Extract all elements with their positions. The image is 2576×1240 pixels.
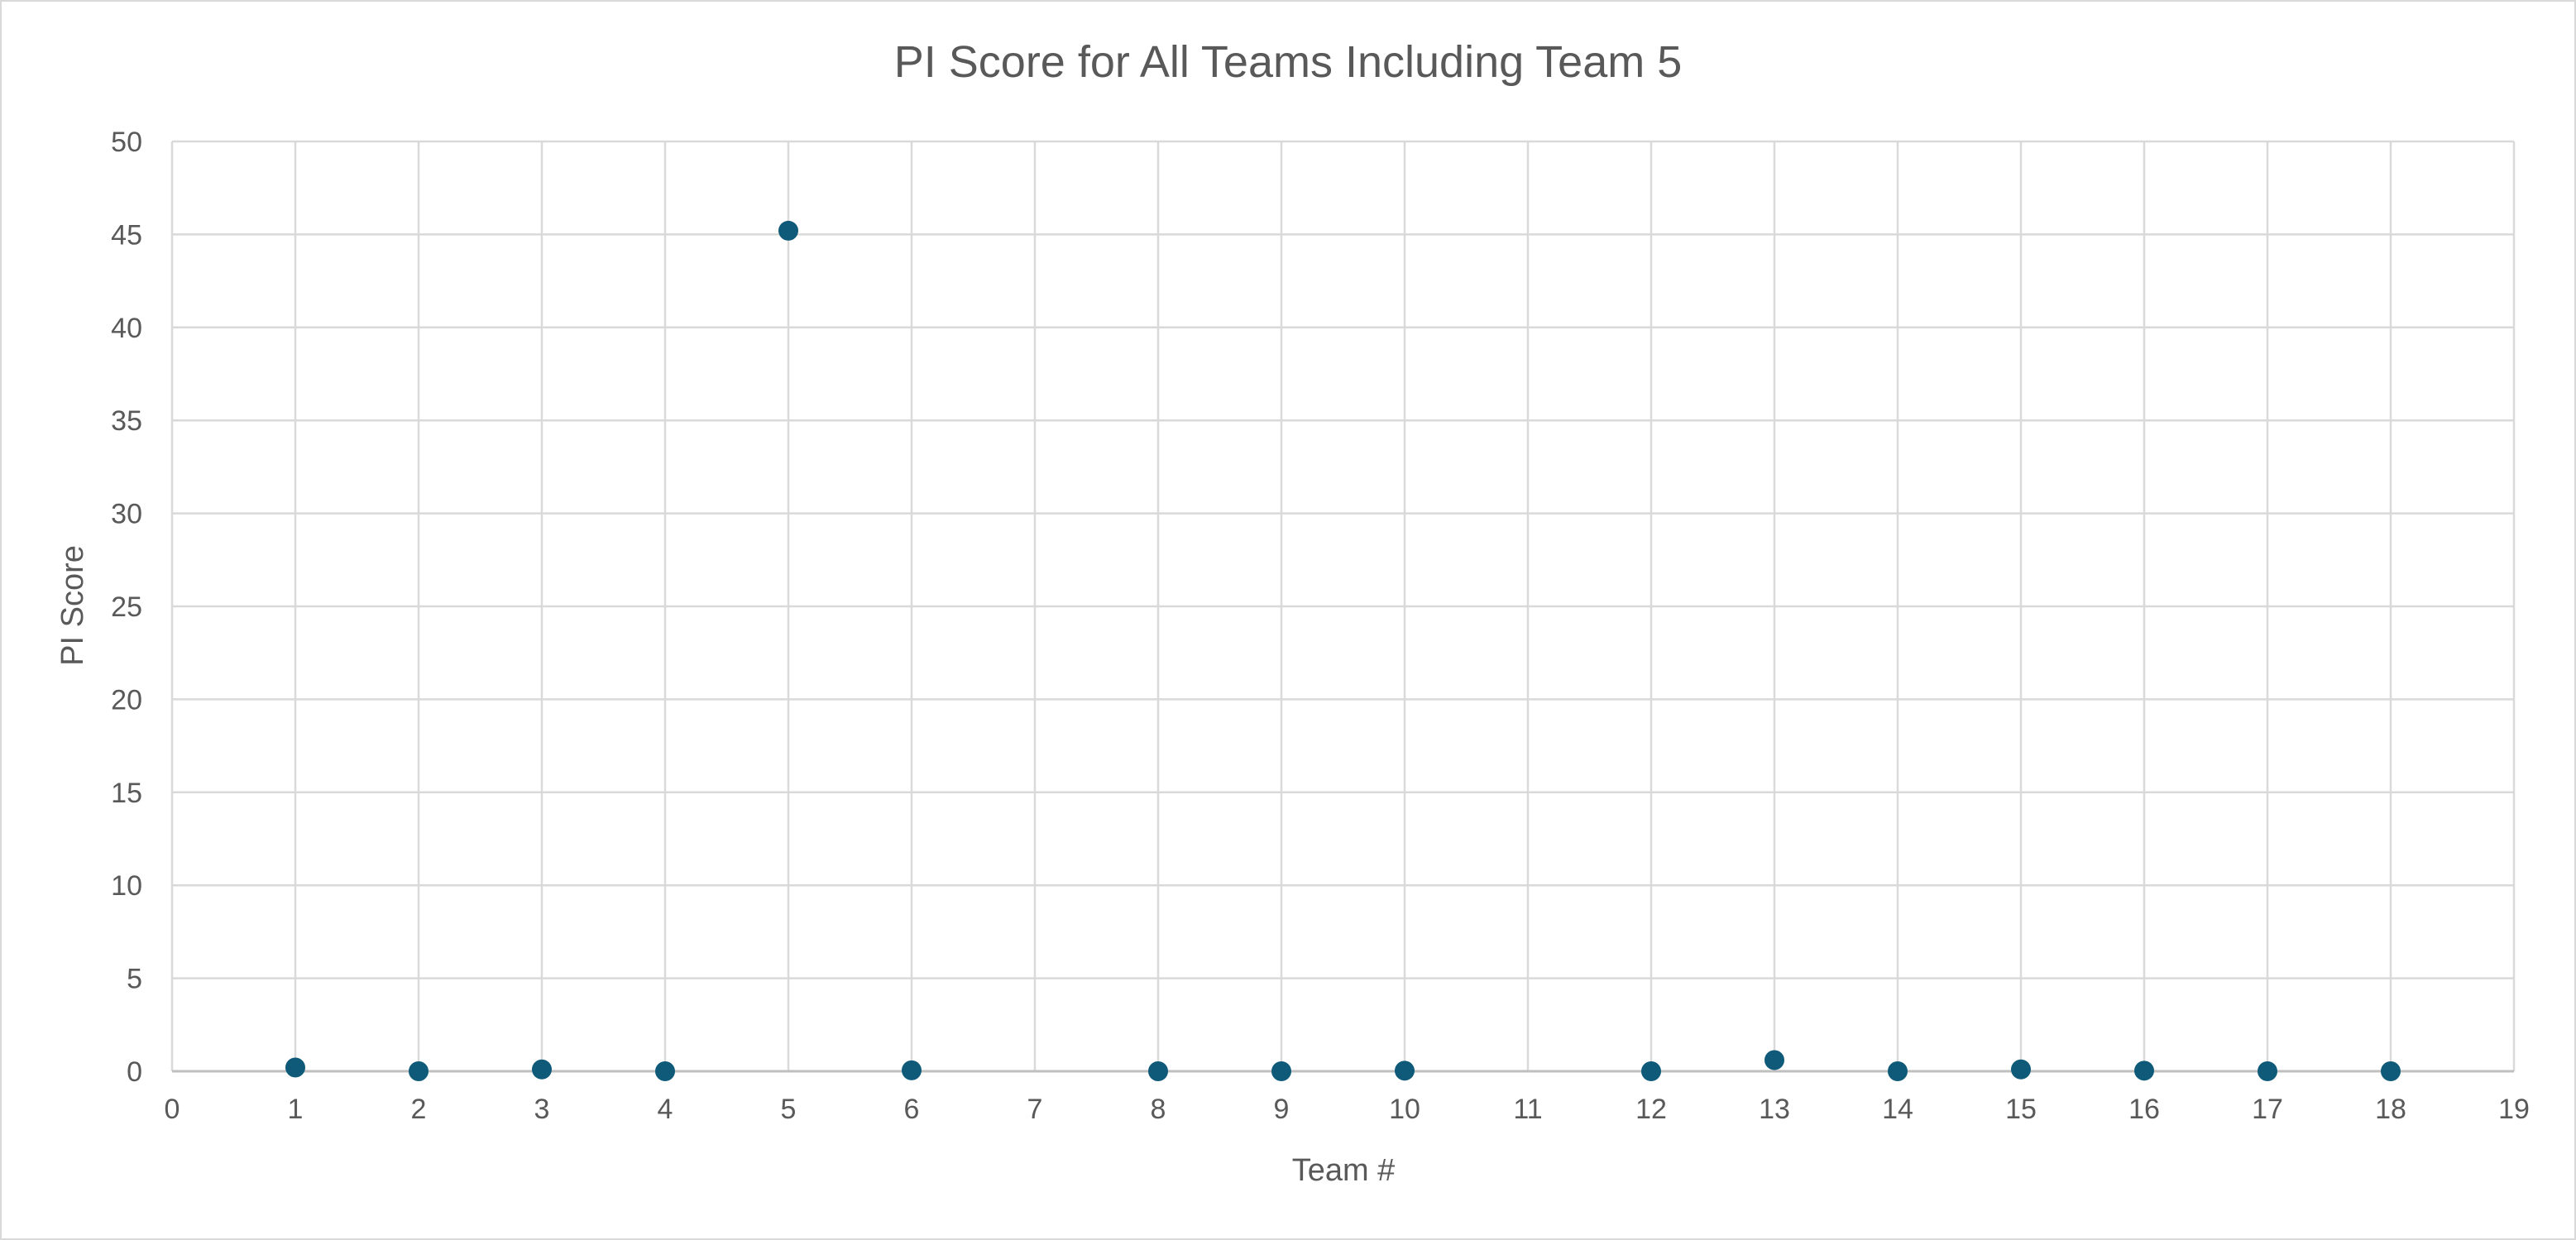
x-tick-label: 19: [2498, 1094, 2530, 1125]
data-point: [2381, 1061, 2401, 1081]
x-tick-label: 13: [1759, 1094, 1790, 1125]
x-tick-label: 15: [2005, 1094, 2037, 1125]
data-point: [1641, 1061, 1661, 1081]
x-tick-label: 10: [1389, 1094, 1420, 1125]
x-tick-label: 9: [1274, 1094, 1290, 1125]
data-point: [532, 1059, 552, 1080]
x-tick-label: 8: [1151, 1094, 1166, 1125]
data-point: [2134, 1060, 2154, 1081]
data-point: [902, 1060, 922, 1080]
data-point: [1764, 1050, 1784, 1070]
x-tick-label: 0: [165, 1094, 180, 1125]
data-point: [2011, 1059, 2031, 1080]
y-tick-label: 40: [111, 313, 142, 344]
y-tick-label: 20: [111, 684, 142, 716]
data-point: [2258, 1061, 2277, 1081]
y-tick-label: 0: [127, 1056, 142, 1088]
data-point: [655, 1061, 675, 1081]
x-tick-label: 4: [658, 1094, 673, 1125]
x-tick-label: 18: [2375, 1094, 2406, 1125]
x-tick-label: 2: [411, 1094, 427, 1125]
data-point: [285, 1057, 305, 1078]
y-tick-label: 50: [111, 127, 142, 158]
x-tick-label: 5: [781, 1094, 797, 1125]
data-point: [778, 220, 798, 241]
y-axis-title: PI Score: [55, 545, 90, 666]
y-tick-label: 10: [111, 870, 142, 902]
y-tick-label: 30: [111, 499, 142, 530]
y-tick-label: 45: [111, 219, 142, 251]
data-point: [1395, 1060, 1415, 1081]
x-tick-label: 7: [1027, 1094, 1043, 1125]
y-tick-label: 35: [111, 405, 142, 437]
x-tick-label: 1: [288, 1094, 304, 1125]
x-tick-label: 11: [1513, 1094, 1542, 1125]
x-tick-label: 3: [534, 1094, 550, 1125]
y-tick-label: 15: [111, 778, 142, 809]
x-tick-label: 16: [2128, 1094, 2160, 1125]
data-point: [1148, 1061, 1168, 1081]
gridlines: [170, 140, 2516, 1071]
x-axis-title: Team #: [1292, 1153, 1396, 1188]
data-point: [409, 1061, 429, 1081]
data-points: [285, 220, 2401, 1081]
x-tick-label: 6: [904, 1094, 920, 1125]
chart-title: PI Score for All Teams Including Team 5: [894, 37, 1683, 87]
y-tick-label: 5: [127, 964, 142, 995]
x-tick-label: 17: [2252, 1094, 2283, 1125]
x-tick-label: 12: [1635, 1094, 1667, 1125]
data-point: [1271, 1061, 1291, 1081]
x-tick-label: 14: [1882, 1094, 1913, 1125]
data-point: [1888, 1061, 1908, 1081]
y-tick-label: 25: [111, 591, 142, 623]
